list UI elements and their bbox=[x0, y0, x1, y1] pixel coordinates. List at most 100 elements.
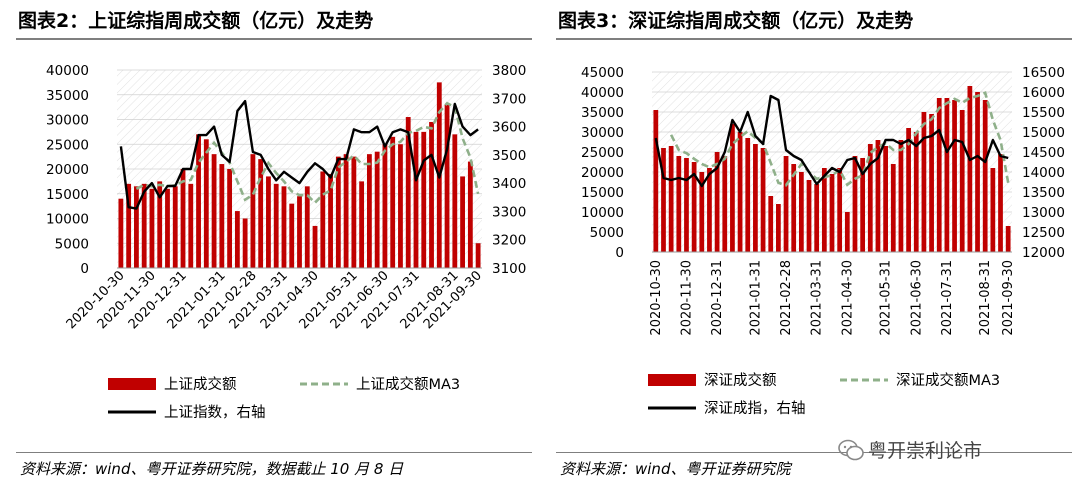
bar bbox=[975, 92, 980, 252]
bar bbox=[791, 164, 797, 252]
bar bbox=[382, 144, 388, 268]
bar bbox=[467, 161, 473, 268]
bar bbox=[722, 156, 728, 252]
bar bbox=[837, 168, 843, 252]
x-tick-label: 2021-04-30 bbox=[840, 260, 855, 336]
y-right-tick-label: 14000 bbox=[1022, 165, 1065, 181]
legend-label: 上证成交额 bbox=[164, 375, 237, 393]
bar bbox=[250, 154, 256, 268]
bar bbox=[929, 114, 934, 252]
bar bbox=[753, 144, 758, 252]
bar bbox=[714, 152, 720, 252]
bar bbox=[366, 154, 372, 268]
chart-shenzhen: 0 5000 10000 15000 20000 25000 30000 35000 40000… bbox=[581, 65, 1065, 417]
bar bbox=[883, 146, 888, 252]
bar bbox=[737, 132, 743, 252]
bar bbox=[699, 172, 705, 252]
y-right-tick-label: 16000 bbox=[1022, 85, 1065, 101]
y-left-tick-label: 35000 bbox=[581, 105, 624, 121]
y-right-tick-label: 3500 bbox=[492, 148, 526, 164]
y-left-tick-label: 35000 bbox=[46, 88, 89, 104]
bar bbox=[776, 204, 781, 252]
panel-shenzhen: 图表3：深证综指周成交额（亿元）及走势 0 5000 10000 15000 20000… bbox=[540, 0, 1080, 494]
bar bbox=[157, 181, 163, 268]
bar bbox=[289, 203, 295, 268]
source-note: 资料来源：wind、粤开证券研究院 bbox=[560, 460, 791, 478]
bar bbox=[180, 169, 186, 268]
bar bbox=[890, 164, 896, 252]
bar bbox=[258, 159, 264, 268]
watermark: 粤开崇利论市 bbox=[838, 436, 982, 463]
watermark-text: 粤开崇利论市 bbox=[868, 440, 983, 462]
bar bbox=[359, 181, 365, 268]
bar bbox=[460, 176, 465, 268]
ma3-line bbox=[135, 101, 480, 205]
x-tick-label: 2021-01-31 bbox=[748, 260, 763, 336]
bar bbox=[475, 243, 481, 268]
bar bbox=[328, 173, 333, 268]
bar bbox=[844, 212, 850, 252]
title-rule bbox=[16, 38, 532, 40]
source-rule bbox=[16, 452, 532, 453]
bar bbox=[227, 169, 233, 268]
y-right-tick-label: 3300 bbox=[492, 204, 526, 220]
bar bbox=[661, 148, 666, 252]
bar bbox=[821, 168, 827, 252]
x-tick-label: 2021-05-31 bbox=[879, 260, 894, 336]
bar bbox=[783, 156, 789, 252]
bar bbox=[768, 196, 774, 252]
bar bbox=[134, 186, 139, 268]
legend-label: 上证成交额MA3 bbox=[356, 375, 460, 393]
legend-label: 深证成指，右轴 bbox=[704, 400, 806, 417]
bar bbox=[806, 180, 812, 252]
bar bbox=[867, 144, 873, 252]
x-tick-label: 2020-11-30 bbox=[679, 260, 694, 336]
bar bbox=[172, 186, 178, 268]
bar bbox=[266, 176, 271, 268]
y-left-tick-label: 0 bbox=[80, 261, 89, 277]
bar bbox=[281, 186, 287, 268]
panel-shanghai: 图表2：上证综指周成交额（亿元）及走势 0 5000 10000 15000 20000… bbox=[16, 10, 532, 478]
bar bbox=[219, 164, 225, 268]
y-left-tick-label: 30000 bbox=[46, 113, 89, 129]
bar bbox=[921, 112, 927, 252]
x-tick-label: 2021-03-31 bbox=[810, 260, 825, 336]
bar bbox=[936, 98, 942, 252]
bar bbox=[297, 196, 302, 268]
bar bbox=[188, 183, 194, 268]
bar bbox=[273, 183, 279, 268]
y-right-tick-label: 3700 bbox=[492, 91, 526, 107]
bar bbox=[390, 136, 396, 268]
x-tick-label: 2021-06-30 bbox=[909, 260, 924, 336]
source-rule bbox=[556, 452, 1072, 453]
y-right-tick-label: 12000 bbox=[1022, 245, 1065, 261]
bar bbox=[1005, 226, 1011, 252]
bar bbox=[906, 128, 911, 252]
index-line bbox=[119, 99, 479, 210]
bar bbox=[141, 183, 147, 268]
bar bbox=[196, 134, 201, 268]
bar bbox=[760, 148, 766, 252]
bar bbox=[998, 154, 1003, 252]
bar bbox=[913, 132, 919, 252]
bar bbox=[211, 154, 217, 268]
y-left-tick-label: 5000 bbox=[590, 225, 624, 241]
bar bbox=[413, 131, 419, 268]
bar bbox=[852, 156, 858, 252]
bar bbox=[149, 188, 155, 268]
y-right-tick-label: 13500 bbox=[1022, 185, 1065, 201]
bar bbox=[335, 156, 341, 268]
y-right-tick-label: 3800 bbox=[492, 63, 526, 79]
y-right-tick-label: 3600 bbox=[492, 120, 526, 136]
bar bbox=[429, 121, 434, 268]
bar bbox=[730, 124, 735, 252]
bar bbox=[126, 183, 132, 268]
bar bbox=[707, 168, 712, 252]
legend-label: 上证指数，右轴 bbox=[164, 404, 266, 421]
bar bbox=[165, 188, 170, 268]
wechat-icon bbox=[838, 439, 864, 461]
y-left-tick-label: 10000 bbox=[46, 212, 89, 228]
y-left-tick-label: 25000 bbox=[581, 145, 624, 161]
chart-title: 图表2：上证综指周成交额（亿元）及走势 bbox=[18, 10, 374, 32]
y-left-tick-label: 15000 bbox=[581, 185, 624, 201]
